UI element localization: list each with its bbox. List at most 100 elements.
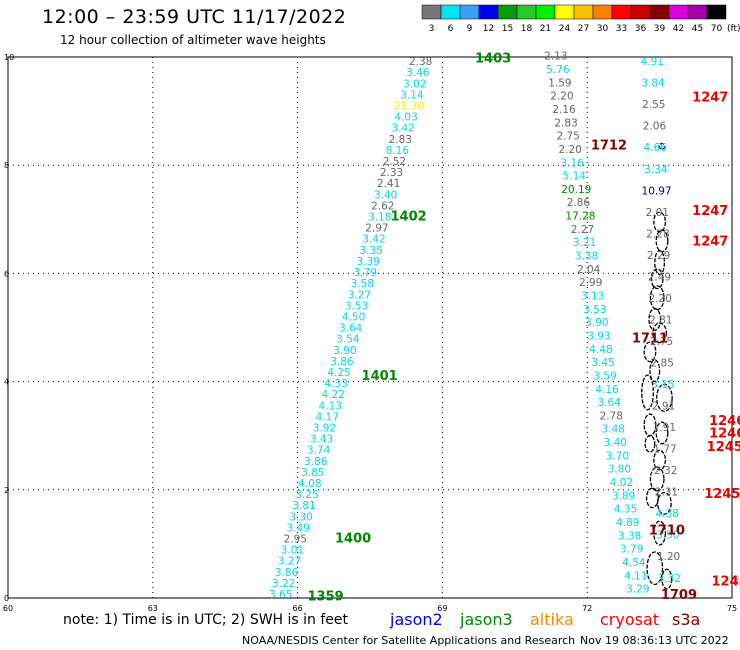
wave-height-value: 5.76 [546, 64, 570, 76]
wave-height-value: 3.54 [336, 334, 360, 346]
colorbar-tick-label: 39 [654, 24, 666, 34]
wave-height-value: 4.08 [298, 478, 321, 490]
wave-height-value: 3.70 [606, 450, 629, 462]
wave-height-value: 4.22 [322, 389, 345, 401]
y-axis-label: 10 [4, 53, 14, 62]
x-axis-label: 63 [148, 604, 158, 613]
wave-height-value: 3.86 [275, 567, 299, 579]
colorbar-tick-label: 27 [578, 24, 589, 34]
wave-height-value: 3.89 [612, 490, 635, 502]
colorbar-tick-label: 3 [429, 24, 435, 34]
island-outline [649, 359, 661, 383]
wave-height-value: 2.97 [365, 223, 388, 235]
wave-height-value: 3.81 [292, 500, 315, 512]
wave-height-value: 4.89 [616, 517, 639, 529]
wave-height-value: 4.54 [622, 557, 646, 569]
island-outline [643, 341, 657, 363]
colorbar-tick-label: 24 [559, 24, 571, 34]
wave-height-value: 4.16 [595, 384, 619, 396]
wave-height-value: 3.38 [618, 530, 641, 542]
wave-height-value: 2.06 [643, 121, 667, 133]
wave-height-value: 2.95 [284, 533, 307, 545]
wave-height-value: 2.52 [383, 156, 406, 168]
colorbar-tick-label: 18 [521, 24, 533, 34]
wave-height-value: 2.16 [552, 104, 576, 116]
color-swatch [706, 4, 727, 20]
wave-height-value: 2.29 [647, 250, 670, 262]
satellite-label-cryosat: cryosat [600, 610, 660, 629]
island-outline [654, 250, 666, 276]
wave-height-value: 2.86 [567, 197, 591, 209]
pass-id-label: 1710 [649, 524, 685, 539]
pass-id-label: 1247 [692, 90, 728, 105]
wave-height-value: 4.91 [641, 56, 664, 68]
pass-id-label: 1401 [362, 369, 398, 384]
generated-timestamp: Nov 19 08:36:13 UTC 2022 [580, 634, 729, 647]
wave-height-value: 3.25 [295, 489, 318, 501]
wave-height-value: 2.38 [409, 56, 432, 68]
pass-id-label: 1402 [391, 209, 427, 224]
wave-height-value: 3.92 [313, 422, 336, 434]
wave-height-value: 4.17 [316, 411, 339, 423]
colorbar-tick-label: 12 [483, 24, 494, 34]
wave-height-value: 3.84 [641, 78, 665, 90]
colorbar-tick-label: 21 [540, 24, 551, 34]
wave-height-value: 2.32 [654, 465, 677, 477]
wave-height-value: 3.22 [272, 578, 295, 590]
wave-height-value: 2.85 [651, 357, 674, 369]
wave-height-value: 2.27 [571, 224, 594, 236]
wave-height-value: 2.20 [550, 91, 573, 103]
satellite-label-jason3: jason3 [460, 610, 513, 629]
wave-height-value: 2.49 [648, 271, 671, 283]
wave-height-value: 2.83 [554, 117, 577, 129]
wave-height-value: 2.75 [650, 336, 673, 348]
wave-height-value: 4.48 [589, 344, 612, 356]
island-outline [650, 268, 664, 290]
wave-height-value: 3.42 [391, 123, 414, 135]
y-axis-label: 2 [4, 486, 9, 495]
x-axis-label: 60 [3, 604, 13, 613]
wave-height-value: 3.40 [604, 437, 627, 449]
units-note: note: 1) Time is in UTC; 2) SWH is in fe… [63, 612, 349, 628]
wave-height-value: 21.30 [394, 101, 424, 113]
colorbar-unit-label: (ft) [727, 24, 740, 34]
island-outline [648, 307, 662, 331]
wave-height-value: 3.86 [330, 356, 354, 368]
wave-height-value: 2.75 [556, 131, 579, 143]
wave-height-value: 4.50 [342, 311, 365, 323]
wave-height-value: 3.39 [356, 256, 379, 268]
plot-frame [7, 56, 733, 599]
island-outline [653, 449, 667, 471]
wave-height-value: 3.85 [301, 467, 324, 479]
color-scale-legend: 3 6 9 12 15 18 21 24 27 30 33 36 39 42 45 70 (ft) [421, 4, 740, 34]
wave-height-value: 3.48 [602, 424, 625, 436]
wave-height-value: 4.35 [614, 504, 637, 516]
wave-height-value: 4.38 [655, 508, 678, 520]
island-outline [652, 322, 668, 344]
wave-height-value: 1.20 [657, 551, 680, 563]
island-outline [656, 383, 673, 413]
wave-height-value: 3.80 [608, 464, 631, 476]
island-outline [661, 568, 673, 590]
wave-height-value: 3.64 [339, 323, 363, 335]
pass-id-label: 1711 [632, 332, 668, 347]
wave-height-value: 2.55 [642, 99, 665, 111]
island-outline [655, 229, 669, 253]
wave-height-value: 4.02 [610, 477, 633, 489]
wave-height-value: 3.43 [310, 434, 333, 446]
wave-height-value: 3.86 [304, 456, 328, 468]
x-axis-label: 75 [727, 604, 737, 613]
wave-height-value: 2.33 [380, 167, 403, 179]
wave-height-value: 2.13 [544, 51, 567, 63]
island-outline [658, 142, 666, 150]
wave-height-value: 3.74 [307, 445, 331, 457]
colorbar-tick-label: 30 [597, 24, 609, 34]
x-axis-label: 66 [293, 604, 303, 613]
pass-id-label: 1403 [475, 51, 511, 66]
island-outline [641, 374, 654, 411]
wave-height-value: 3.35 [359, 245, 382, 257]
colorbar-tick-label: 15 [502, 24, 513, 34]
